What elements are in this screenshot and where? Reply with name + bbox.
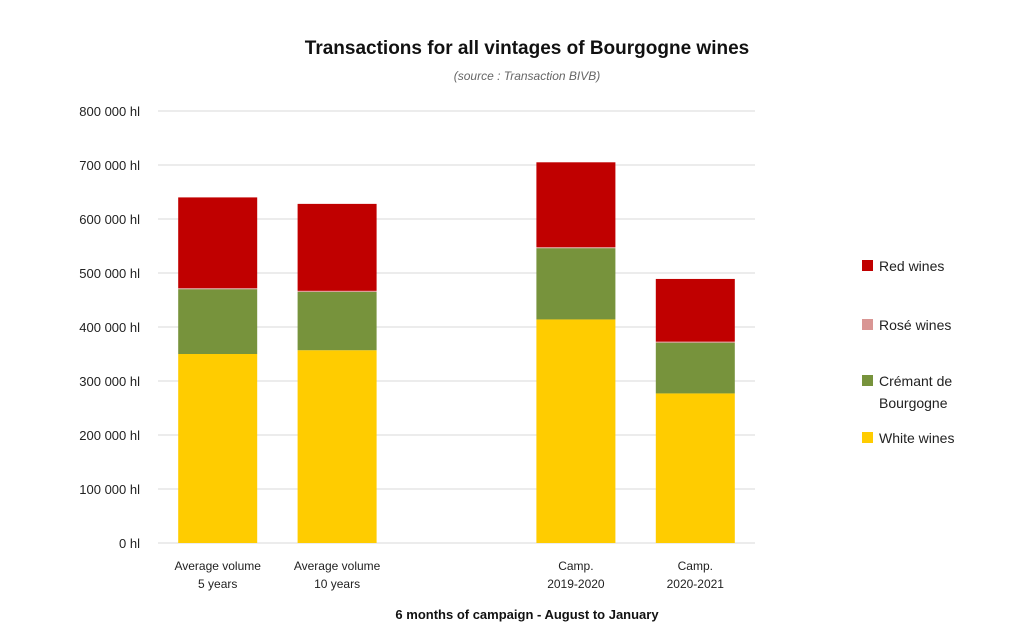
bar-segment (178, 354, 258, 543)
chart-subtitle: (source : Transaction BIVB) (454, 69, 601, 83)
y-tick-label: 300 000 hl (79, 374, 140, 389)
chart-title: Transactions for all vintages of Bourgog… (305, 38, 749, 59)
x-tick-label: Camp. (558, 559, 593, 573)
legend-label: Red wines (879, 258, 944, 274)
bar-segment (297, 291, 377, 351)
legend-label: Rosé wines (879, 317, 951, 333)
y-tick-label: 200 000 hl (79, 428, 140, 443)
bar-segment (655, 341, 735, 343)
x-tick-label: 5 years (198, 577, 237, 591)
bar-segment (297, 203, 377, 291)
legend-swatch (862, 260, 873, 271)
y-tick-label: 700 000 hl (79, 158, 140, 173)
bar-segment (655, 393, 735, 543)
y-tick-label: 600 000 hl (79, 212, 140, 227)
y-axis-ticks: 0 hl 100 000 hl 200 000 hl 300 000 hl 400 00… (79, 104, 140, 551)
bar-segment (655, 342, 735, 394)
y-tick-label: 100 000 hl (79, 482, 140, 497)
y-tick-label: 500 000 hl (79, 266, 140, 281)
gridlines (158, 110, 755, 544)
legend-label: Crémant de (879, 373, 952, 389)
x-tick-label: Camp. (678, 559, 713, 573)
bar-segment (178, 289, 258, 354)
bar-segment (536, 247, 616, 249)
x-axis-ticks: Average volume 5 years Average volume 10 ye… (174, 559, 724, 591)
legend-swatch (862, 319, 873, 330)
legend-swatch (862, 375, 873, 386)
x-tick-label: 2020-2021 (667, 577, 725, 591)
bar-segment (536, 319, 616, 543)
bar-segment (655, 278, 735, 342)
x-tick-label: 10 years (314, 577, 360, 591)
x-axis-label: 6 months of campaign - August to January (395, 607, 659, 622)
bar-segment (297, 290, 377, 292)
y-tick-label: 400 000 hl (79, 320, 140, 335)
bars (178, 162, 735, 543)
y-tick-label: 800 000 hl (79, 104, 140, 119)
legend-swatch (862, 432, 873, 443)
x-tick-label: Average volume (174, 559, 261, 573)
bar-segment (536, 162, 616, 248)
bar-segment (297, 350, 377, 543)
legend-label: Bourgogne (879, 395, 948, 411)
legend-label: White wines (879, 430, 954, 446)
bar-segment (536, 248, 616, 320)
y-tick-label: 0 hl (119, 536, 140, 551)
bar-segment (178, 197, 258, 289)
x-tick-label: 2019-2020 (547, 577, 605, 591)
legend: Red wines Rosé wines Crémant de Bourgogne Wh… (862, 258, 954, 446)
bar-segment (178, 288, 258, 290)
x-tick-label: Average volume (294, 559, 381, 573)
